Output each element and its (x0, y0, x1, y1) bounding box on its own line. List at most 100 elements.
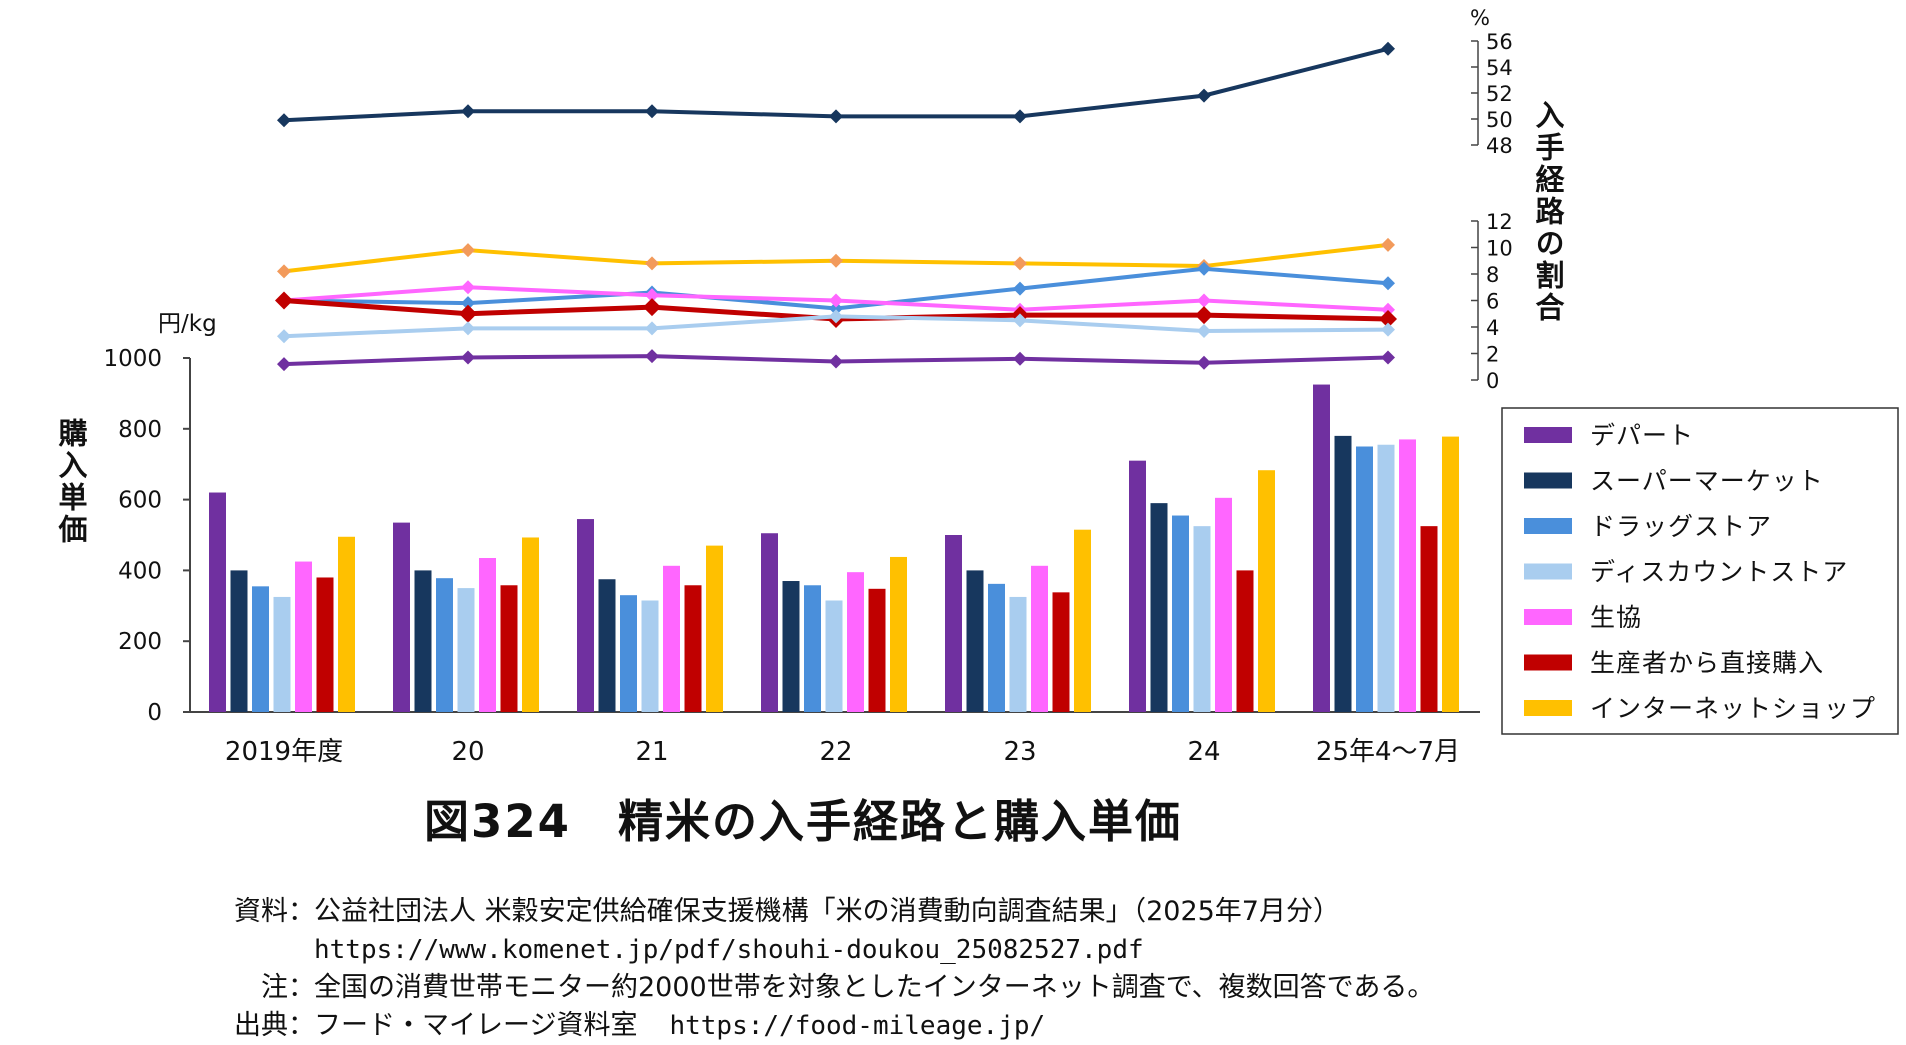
origin-label: 出典 (234, 1010, 288, 1041)
source-url[interactable]: https://www.komenet.jp/pdf/shouhi-doukou… (314, 935, 1144, 965)
legend-swatch-6 (1524, 700, 1572, 716)
bar-1-2 (598, 579, 616, 712)
legend-label-2: ドラッグストア (1590, 512, 1772, 541)
line-point-2-6 (1381, 276, 1395, 291)
bar-5-4 (1052, 592, 1070, 712)
origin-text: フード・マイレージ資料室 (314, 1010, 638, 1041)
category-label: 2019年度 (225, 737, 343, 767)
line-point-4-2 (643, 298, 661, 317)
bar-series-group (209, 384, 1459, 712)
bar-0-4 (945, 535, 962, 712)
line-point-6-5 (1197, 355, 1211, 370)
bar-5-6 (1420, 526, 1438, 712)
bar-2-6 (1356, 446, 1373, 712)
line-point-0-6 (1381, 41, 1395, 56)
bar-6-3 (890, 556, 907, 712)
source-text: 公益社団法人 米穀安定供給確保支援機構「米の消費動向調査結果」（2025年7月分… (314, 896, 1340, 927)
line-point-1-2 (645, 256, 659, 271)
line-point-4-0 (275, 291, 293, 310)
bar-2-5 (1172, 515, 1189, 712)
line-point-1-1 (461, 243, 475, 258)
legend-label-4: 生協 (1590, 603, 1642, 632)
line-point-5-2 (645, 321, 659, 336)
bar-2-1 (436, 578, 453, 712)
upper-pct-tick-label: 56 (1486, 30, 1513, 54)
line-point-0-1 (461, 104, 475, 119)
line-point-3-2 (645, 288, 659, 303)
bar-3-1 (457, 588, 475, 712)
bar-1-4 (966, 570, 984, 712)
bar-4-1 (479, 558, 496, 712)
bar-4-3 (847, 572, 864, 712)
bar-1-1 (414, 570, 432, 712)
bar-6-6 (1442, 436, 1459, 712)
legend-swatch-5 (1524, 654, 1572, 671)
line-point-5-6 (1381, 322, 1395, 337)
bar-1-5 (1150, 503, 1168, 712)
bar-4-2 (663, 565, 680, 712)
bar-y-tick-label: 400 (118, 558, 162, 584)
chart-title: 図324 精米の入手経路と購入単価 (424, 795, 1182, 848)
line-point-0-4 (1013, 109, 1027, 124)
legend-label-6: インターネットショップ (1590, 694, 1876, 723)
line-point-0-3 (829, 109, 843, 124)
category-label: 23 (1003, 737, 1036, 767)
category-label: 25年4～7月 (1316, 737, 1460, 767)
bar-1-6 (1334, 435, 1352, 712)
separator: ： (288, 972, 315, 1003)
line-point-6-0 (277, 357, 291, 372)
bar-6-5 (1258, 470, 1275, 712)
line-point-1-6 (1381, 237, 1395, 252)
bar-5-0 (316, 577, 334, 712)
bar-y-tick-label: 800 (118, 417, 162, 443)
origin-row: 出典 ： フード・マイレージ資料室 https://food-mileage.j… (188, 1007, 1434, 1045)
lower-pct-tick-label: 10 (1486, 237, 1513, 261)
line-point-6-2 (645, 349, 659, 364)
legend-label-1: スーパーマーケット (1590, 467, 1824, 496)
line-point-4-1 (459, 304, 477, 323)
origin-url[interactable]: https://food-mileage.jp/ (669, 1011, 1046, 1041)
category-label: 20 (451, 737, 484, 767)
bar-3-4 (1009, 596, 1027, 712)
bar-2-0 (252, 586, 269, 712)
line-point-5-1 (461, 321, 475, 336)
bar-5-5 (1236, 570, 1254, 712)
line-point-1-4 (1013, 256, 1027, 271)
bar-4-5 (1215, 497, 1232, 712)
bar-2-4 (988, 583, 1005, 712)
bar-3-0 (273, 596, 291, 712)
bar-5-1 (500, 585, 518, 712)
line-point-6-1 (461, 350, 475, 365)
line-point-4-5 (1195, 306, 1213, 325)
bar-0-2 (577, 519, 594, 712)
note-label: 注 (261, 972, 288, 1003)
legend-label-0: デパート (1590, 421, 1694, 450)
bar-4-0 (295, 561, 312, 712)
line-point-5-5 (1197, 323, 1211, 338)
line-point-0-0 (277, 113, 291, 128)
legend-swatch-4 (1524, 609, 1572, 625)
line-point-0-2 (645, 104, 659, 119)
bar-6-2 (706, 545, 723, 712)
bar-y-tick-label: 1000 (103, 346, 162, 372)
line-point-3-1 (461, 280, 475, 295)
line-point-3-3 (829, 293, 843, 308)
bar-y-tick-label: 600 (118, 488, 162, 514)
source-row: 資料 ： 公益社団法人 米穀安定供給確保支援機構「米の消費動向調査結果」（202… (188, 893, 1434, 931)
line-point-2-5 (1197, 261, 1211, 276)
bar-6-0 (338, 536, 355, 712)
bar-5-2 (684, 585, 702, 712)
upper-pct-tick-label: 52 (1486, 82, 1513, 106)
bar-y-axis-title: 購入単価 (54, 418, 89, 546)
bar-3-6 (1377, 444, 1395, 712)
bar-6-4 (1074, 529, 1091, 712)
upper-pct-tick-label: 54 (1486, 56, 1513, 80)
upper-pct-tick-label: 48 (1486, 134, 1513, 158)
bar-4-6 (1399, 439, 1416, 712)
note-row: 注 ： 全国の消費世帯モニター約2000世帯を対象としたインターネット調査で、複… (188, 969, 1434, 1007)
line-point-3-5 (1197, 293, 1211, 308)
legend-label-5: 生産者から直接購入 (1590, 649, 1824, 678)
line-point-1-3 (829, 253, 843, 268)
lower-pct-tick-label: 2 (1486, 343, 1499, 367)
